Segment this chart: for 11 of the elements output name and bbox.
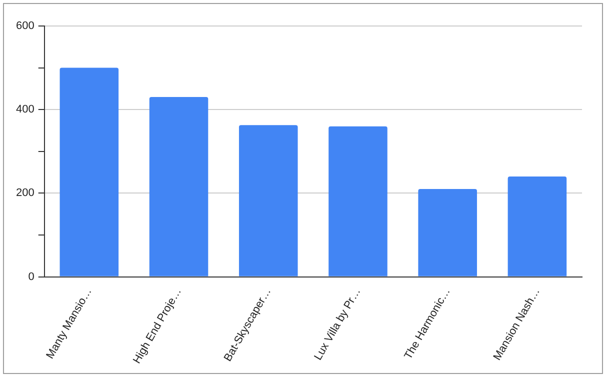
y-tick-label: 200: [16, 187, 34, 200]
y-tick-label: 0: [28, 270, 34, 283]
bar: [60, 68, 119, 276]
bar: [508, 176, 567, 276]
bar: [238, 125, 298, 276]
y-tick-label: 400: [16, 104, 34, 116]
bar: [418, 189, 477, 276]
bar: [328, 126, 388, 276]
x-tick-label: Lux Villa by Pr…: [312, 286, 364, 362]
bar: [149, 97, 208, 276]
y-tick-label: 600: [16, 20, 34, 32]
